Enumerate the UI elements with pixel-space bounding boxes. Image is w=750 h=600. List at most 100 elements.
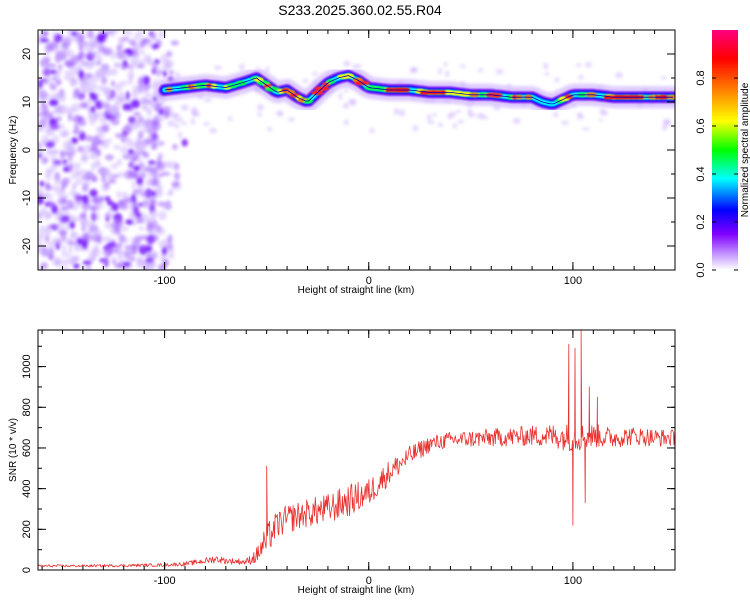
noise-blob xyxy=(77,145,84,153)
noise-blob xyxy=(156,114,165,122)
noise-blob xyxy=(128,75,134,85)
noise-blob xyxy=(122,103,132,111)
faint-blob xyxy=(193,112,201,117)
noise-blob xyxy=(64,70,71,76)
noise-blob xyxy=(137,77,145,87)
noise-blob xyxy=(52,31,57,39)
noise-blob xyxy=(66,199,74,210)
noise-blob xyxy=(38,233,45,242)
noise-blob xyxy=(57,64,63,70)
noise-blob xyxy=(87,81,98,92)
faint-blob xyxy=(338,93,343,100)
noise-blob xyxy=(63,74,74,81)
noise-blob xyxy=(48,112,54,119)
x-tick-label: 0 xyxy=(366,575,372,587)
noise-blob xyxy=(101,183,110,192)
noise-blob xyxy=(89,117,96,126)
noise-blob xyxy=(94,211,100,222)
noise-blob xyxy=(67,163,74,173)
noise-blob xyxy=(95,136,100,144)
noise-blob xyxy=(120,145,128,155)
noise-blob xyxy=(137,183,145,190)
noise-blob xyxy=(121,191,129,199)
noise-blob xyxy=(134,32,140,41)
noise-blob xyxy=(152,64,157,70)
noise-blob xyxy=(151,119,159,128)
noise-blob xyxy=(171,181,180,188)
noise-blob xyxy=(149,198,157,206)
noise-blob xyxy=(116,158,123,166)
noise-blob xyxy=(137,64,145,69)
snr-x-label: Height of straight line (km) xyxy=(298,585,415,596)
noise-blob xyxy=(39,180,45,187)
noise-blob xyxy=(69,221,76,230)
noise-blob xyxy=(114,82,123,92)
noise-blob xyxy=(160,171,171,176)
faint-blob xyxy=(257,104,264,111)
x-tick-label: -100 xyxy=(154,575,176,587)
noise-blob xyxy=(90,44,97,49)
noise-blob xyxy=(100,99,105,109)
faint-blob xyxy=(342,102,350,109)
noise-blob xyxy=(106,200,114,206)
noise-blob xyxy=(136,258,144,269)
noise-blob xyxy=(52,149,60,155)
noise-blob xyxy=(149,214,156,221)
noise-blob xyxy=(66,107,76,114)
noise-blob xyxy=(86,255,95,262)
noise-blob xyxy=(181,138,188,147)
noise-blob xyxy=(138,130,144,140)
noise-blob xyxy=(67,112,72,122)
noise-blob xyxy=(40,32,49,40)
noise-blob xyxy=(71,256,80,263)
faint-blob xyxy=(209,127,218,134)
noise-blob xyxy=(101,167,111,175)
noise-blob xyxy=(149,209,158,217)
noise-blob xyxy=(116,190,121,198)
noise-blob xyxy=(44,181,51,190)
noise-blob xyxy=(139,172,147,179)
faint-blob xyxy=(443,62,448,67)
faint-blob xyxy=(239,63,245,71)
noise-blob xyxy=(60,42,69,51)
noise-blob xyxy=(108,179,117,184)
noise-blob xyxy=(71,31,78,37)
noise-blob xyxy=(38,117,48,127)
noise-blob xyxy=(70,77,78,86)
y-tick-label: 10 xyxy=(21,96,33,108)
noise-blob xyxy=(38,112,47,117)
noise-blob xyxy=(76,237,83,246)
noise-blob xyxy=(73,192,82,202)
noise-blob xyxy=(140,96,147,106)
noise-blob xyxy=(42,157,48,164)
noise-blob xyxy=(52,39,59,48)
noise-blob xyxy=(97,204,105,209)
noise-blob xyxy=(145,91,151,99)
noise-blob xyxy=(155,226,166,236)
noise-blob xyxy=(110,49,116,60)
noise-blob xyxy=(151,167,159,178)
noise-blob xyxy=(173,117,184,122)
faint-blob xyxy=(203,122,210,126)
noise-blob xyxy=(80,154,89,163)
noise-blob xyxy=(66,36,75,43)
noise-blob xyxy=(79,57,84,64)
faint-blob xyxy=(615,72,623,79)
noise-blob xyxy=(131,245,138,256)
noise-blob xyxy=(85,98,92,106)
faint-blob xyxy=(174,123,180,129)
noise-blob xyxy=(44,211,54,219)
noise-blob xyxy=(147,111,152,117)
noise-blob xyxy=(59,192,69,199)
noise-blob xyxy=(92,244,100,253)
noise-blob xyxy=(166,191,173,197)
noise-blob xyxy=(133,111,141,117)
noise-blob xyxy=(48,185,59,191)
noise-blob xyxy=(167,204,173,210)
noise-blob xyxy=(74,127,83,136)
noise-blob xyxy=(59,149,65,160)
noise-blob xyxy=(61,258,70,266)
noise-blob xyxy=(101,76,108,85)
noise-blob xyxy=(146,227,157,235)
spectrogram-image xyxy=(38,30,675,270)
